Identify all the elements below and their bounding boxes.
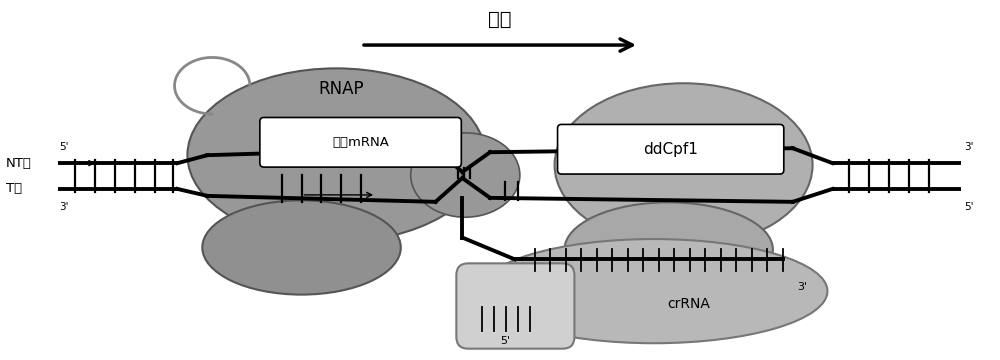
- Text: 3': 3': [964, 142, 974, 152]
- Ellipse shape: [202, 201, 401, 294]
- Ellipse shape: [411, 133, 520, 217]
- Text: NT鐸: NT鐸: [6, 157, 32, 170]
- Ellipse shape: [555, 83, 813, 247]
- Text: RNAP: RNAP: [318, 80, 364, 98]
- Text: 3': 3': [798, 282, 808, 292]
- Text: ddCpf1: ddCpf1: [643, 142, 698, 157]
- FancyBboxPatch shape: [558, 125, 784, 174]
- FancyBboxPatch shape: [260, 117, 461, 167]
- Text: 3': 3': [59, 202, 69, 212]
- Text: 转录: 转录: [488, 10, 512, 29]
- Ellipse shape: [480, 239, 827, 343]
- Text: crRNA: crRNA: [667, 297, 710, 311]
- FancyBboxPatch shape: [456, 264, 574, 349]
- Ellipse shape: [564, 202, 773, 297]
- Text: T鐸: T鐸: [6, 183, 22, 195]
- Text: 5': 5': [500, 336, 510, 346]
- Ellipse shape: [187, 68, 485, 242]
- Text: 新生mRNA: 新生mRNA: [333, 136, 390, 149]
- Text: 5': 5': [964, 202, 974, 212]
- Text: 5': 5': [59, 142, 69, 152]
